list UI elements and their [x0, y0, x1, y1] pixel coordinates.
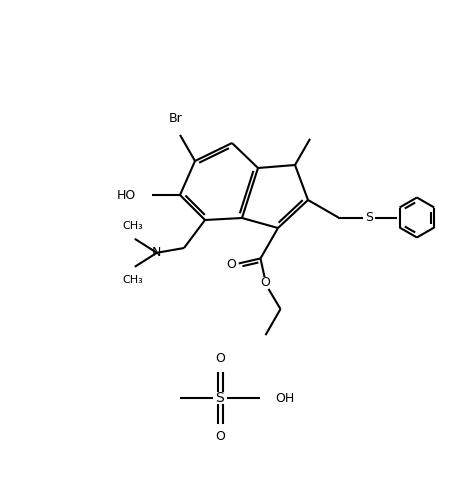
Text: S: S: [216, 391, 225, 405]
Text: HO: HO: [117, 189, 136, 202]
Text: O: O: [215, 353, 225, 366]
Text: O: O: [226, 258, 236, 271]
Text: S: S: [365, 211, 373, 224]
Text: O: O: [261, 277, 270, 289]
Text: N: N: [152, 246, 162, 260]
Text: CH₃: CH₃: [122, 275, 143, 285]
Text: Br: Br: [169, 112, 183, 125]
Text: O: O: [215, 431, 225, 444]
Text: CH₃: CH₃: [122, 221, 143, 231]
Text: OH: OH: [275, 391, 294, 404]
